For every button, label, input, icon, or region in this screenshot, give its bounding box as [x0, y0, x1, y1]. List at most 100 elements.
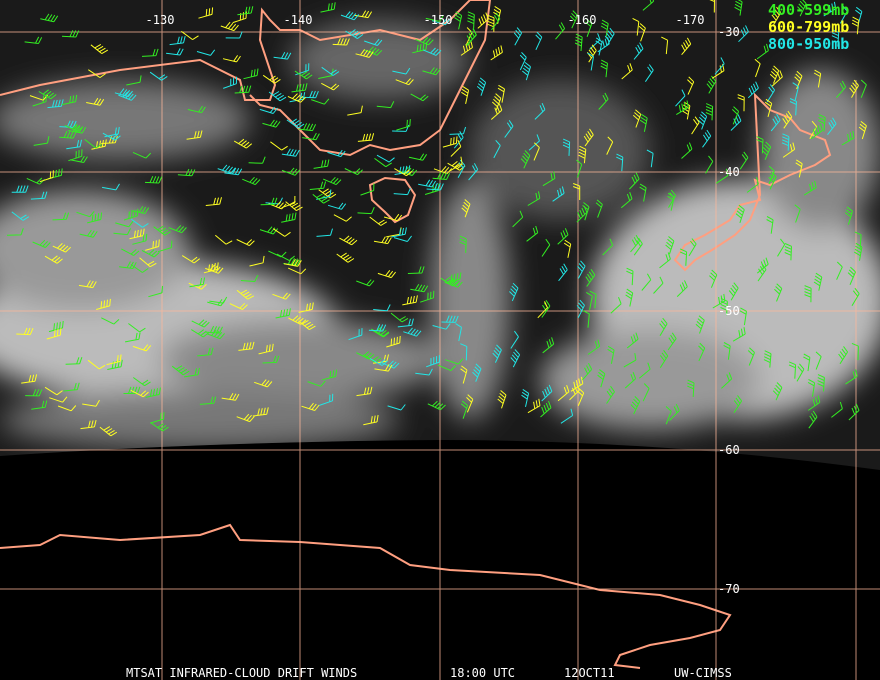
- wind-barb: [369, 358, 388, 366]
- wind-barb: [344, 168, 363, 176]
- wind-barb: [844, 206, 853, 225]
- wind-barb: [276, 253, 295, 262]
- wind-barb: [319, 393, 334, 406]
- wind-barb: [40, 13, 59, 23]
- footer-date: 12OCT11: [564, 666, 615, 680]
- wind-barb: [858, 121, 867, 140]
- wind-barb: [512, 210, 524, 228]
- wind-barb: [624, 372, 637, 389]
- wind-barb: [477, 12, 489, 29]
- wind-barb: [407, 266, 425, 274]
- wind-barb: [808, 395, 821, 411]
- wind-barb: [181, 255, 201, 264]
- wind-barb: [493, 139, 501, 159]
- wind-barb: [679, 248, 688, 266]
- wind-barb: [583, 128, 594, 147]
- wind-barb: [803, 353, 811, 372]
- wind-barb: [268, 91, 287, 102]
- wind-barb: [642, 0, 655, 11]
- wind-barb: [356, 279, 375, 287]
- wind-barb: [831, 401, 843, 418]
- wind-barb: [232, 11, 247, 24]
- wind-barb: [6, 228, 24, 236]
- wind-barb: [24, 36, 43, 44]
- wind-barb: [441, 315, 459, 323]
- wind-barb: [415, 368, 433, 376]
- wind-barb: [44, 255, 63, 264]
- wind-barb: [669, 403, 680, 421]
- wind-barb: [376, 101, 395, 109]
- wind-barb: [769, 65, 780, 84]
- wind-barb: [807, 378, 816, 397]
- wind-barb: [21, 374, 38, 384]
- wind-barb: [262, 74, 281, 84]
- wind-barb: [578, 145, 587, 164]
- wind-barb: [528, 134, 540, 151]
- wind-barb: [432, 323, 451, 330]
- wind-barb: [460, 343, 468, 361]
- wind-barb: [620, 192, 633, 209]
- wind-barb: [224, 167, 243, 176]
- wind-barb: [145, 239, 160, 251]
- wind-barb: [681, 37, 692, 56]
- wind-barb: [534, 102, 546, 120]
- wind-barb: [66, 139, 82, 150]
- wind-barb: [757, 263, 767, 282]
- wind-barb: [130, 389, 149, 398]
- wind-barb: [86, 97, 105, 106]
- wind-barb: [720, 297, 728, 316]
- wind-barb: [838, 346, 849, 365]
- wind-barb: [61, 94, 78, 106]
- wind-barb: [847, 266, 856, 285]
- wind-barb: [420, 290, 435, 303]
- wind-barb: [653, 276, 664, 294]
- wind-barb: [746, 177, 759, 193]
- wind-barb: [576, 159, 583, 178]
- wind-barb: [607, 345, 615, 364]
- wind-barb: [80, 419, 97, 430]
- wind-barb: [65, 357, 83, 365]
- wind-barb: [792, 82, 799, 101]
- wind-barb: [115, 220, 134, 228]
- wind-barb: [630, 234, 640, 253]
- wind-barb: [770, 113, 781, 132]
- wind-barb: [139, 257, 157, 268]
- wind-barb: [189, 277, 206, 288]
- wind-barb: [804, 285, 812, 303]
- wind-barb: [64, 123, 84, 132]
- wind-barb: [46, 328, 62, 340]
- wind-barb: [87, 359, 106, 370]
- wind-barb: [737, 94, 745, 112]
- wind-barb: [252, 407, 269, 417]
- wind-barb: [841, 130, 855, 146]
- wind-barb: [374, 157, 392, 168]
- wind-barb: [275, 308, 291, 319]
- wind-barb: [101, 317, 120, 325]
- wind-barb: [141, 249, 160, 258]
- wind-barb: [577, 260, 586, 279]
- wind-barb: [659, 317, 668, 337]
- wind-barb: [472, 363, 482, 382]
- wind-barb: [642, 383, 650, 402]
- legend-entry: 400-599mb: [768, 1, 849, 19]
- wind-barb: [412, 42, 428, 54]
- wind-barb: [535, 31, 543, 51]
- footer-time: 18:00 UTC: [450, 666, 515, 680]
- wind-barb: [68, 149, 83, 162]
- wind-barb: [44, 386, 63, 396]
- wind-barb: [823, 1, 837, 17]
- wind-barb: [555, 22, 566, 40]
- wind-barb: [487, 14, 495, 32]
- wind-barb: [181, 30, 199, 41]
- wind-barb: [11, 211, 30, 221]
- wind-barb: [585, 18, 593, 37]
- wind-barb: [408, 153, 428, 161]
- wind-barb: [187, 105, 206, 114]
- wind-barb: [771, 70, 783, 87]
- wind-barb: [236, 289, 255, 300]
- wind-barb: [431, 18, 451, 26]
- wind-barb: [860, 79, 867, 98]
- wind-barb: [298, 319, 316, 331]
- wind-barb: [839, 5, 848, 24]
